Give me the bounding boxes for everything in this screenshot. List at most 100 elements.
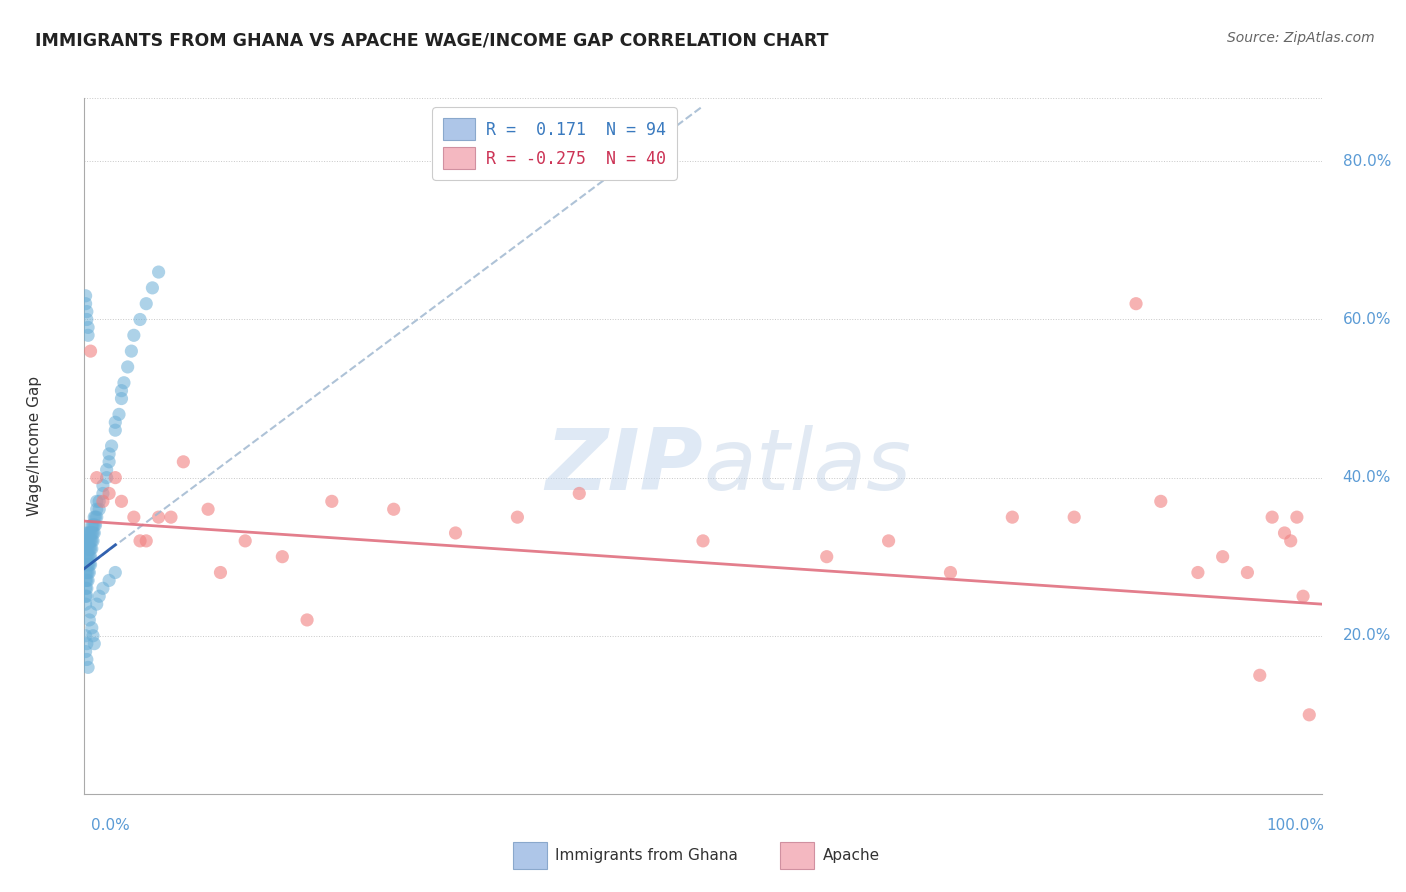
Point — [1261, 510, 1284, 524]
Point — [79, 533, 101, 548]
Point — [444, 525, 467, 540]
Point — [77, 660, 100, 674]
Point — [75, 541, 97, 556]
Point — [86, 470, 108, 484]
Point — [1236, 566, 1258, 580]
Point — [568, 486, 591, 500]
Point — [98, 455, 121, 469]
Point — [271, 549, 294, 564]
Point — [122, 328, 145, 343]
Point — [89, 502, 111, 516]
Point — [79, 558, 101, 572]
Point — [382, 502, 405, 516]
Point — [86, 510, 108, 524]
Point — [1212, 549, 1234, 564]
Point — [1063, 510, 1085, 524]
Point — [160, 510, 183, 524]
Text: IMMIGRANTS FROM GHANA VS APACHE WAGE/INCOME GAP CORRELATION CHART: IMMIGRANTS FROM GHANA VS APACHE WAGE/INC… — [35, 31, 828, 49]
Point — [77, 574, 100, 588]
Text: 40.0%: 40.0% — [1343, 470, 1391, 485]
Point — [76, 541, 98, 556]
Point — [80, 533, 103, 548]
Text: Source: ZipAtlas.com: Source: ZipAtlas.com — [1227, 31, 1375, 45]
Point — [86, 597, 108, 611]
Point — [1125, 296, 1147, 310]
Point — [76, 574, 98, 588]
Point — [75, 289, 97, 303]
Point — [83, 525, 105, 540]
Point — [110, 384, 132, 398]
Point — [108, 408, 131, 422]
Point — [104, 423, 127, 437]
Point — [76, 558, 98, 572]
Point — [110, 494, 132, 508]
Point — [77, 566, 100, 580]
Point — [120, 344, 142, 359]
Text: 60.0%: 60.0% — [1343, 312, 1391, 327]
Point — [75, 574, 97, 588]
Point — [83, 637, 105, 651]
Point — [98, 486, 121, 500]
Point — [76, 304, 98, 318]
Point — [77, 541, 100, 556]
Point — [76, 533, 98, 548]
Point — [82, 629, 104, 643]
Point — [79, 344, 101, 359]
Point — [79, 549, 101, 564]
Point — [79, 613, 101, 627]
Point — [76, 637, 98, 651]
Point — [77, 320, 100, 334]
Point — [1150, 494, 1173, 508]
Point — [76, 312, 98, 326]
Point — [80, 525, 103, 540]
Point — [79, 541, 101, 556]
Point — [96, 463, 118, 477]
Point — [77, 549, 100, 564]
Point — [82, 525, 104, 540]
Point — [75, 629, 97, 643]
Point — [89, 494, 111, 508]
Point — [877, 533, 900, 548]
Point — [209, 566, 232, 580]
Point — [96, 470, 118, 484]
Point — [77, 558, 100, 572]
Point — [79, 549, 101, 564]
Point — [77, 328, 100, 343]
Point — [104, 470, 127, 484]
Point — [75, 582, 97, 596]
Point — [122, 510, 145, 524]
Point — [75, 566, 97, 580]
Point — [91, 478, 114, 492]
Text: ZIP: ZIP — [546, 425, 703, 508]
Point — [815, 549, 838, 564]
Point — [82, 533, 104, 548]
Point — [91, 486, 114, 500]
Point — [79, 525, 101, 540]
Point — [79, 605, 101, 619]
Point — [104, 566, 127, 580]
Text: 0.0%: 0.0% — [91, 818, 131, 832]
Point — [75, 597, 97, 611]
Point — [692, 533, 714, 548]
Text: Immigrants from Ghana: Immigrants from Ghana — [555, 848, 738, 863]
Point — [79, 533, 101, 548]
Point — [129, 533, 152, 548]
Point — [82, 518, 104, 533]
Point — [79, 558, 101, 572]
Point — [1187, 566, 1209, 580]
Point — [76, 589, 98, 603]
Point — [1274, 525, 1296, 540]
Point — [104, 415, 127, 429]
Point — [1285, 510, 1308, 524]
Point — [100, 439, 122, 453]
Point — [110, 392, 132, 406]
Point — [1001, 510, 1024, 524]
Point — [148, 510, 170, 524]
Point — [98, 574, 121, 588]
Point — [148, 265, 170, 279]
Text: 20.0%: 20.0% — [1343, 628, 1391, 643]
Point — [80, 621, 103, 635]
Point — [295, 613, 318, 627]
Text: 80.0%: 80.0% — [1343, 154, 1391, 169]
Point — [75, 644, 97, 658]
